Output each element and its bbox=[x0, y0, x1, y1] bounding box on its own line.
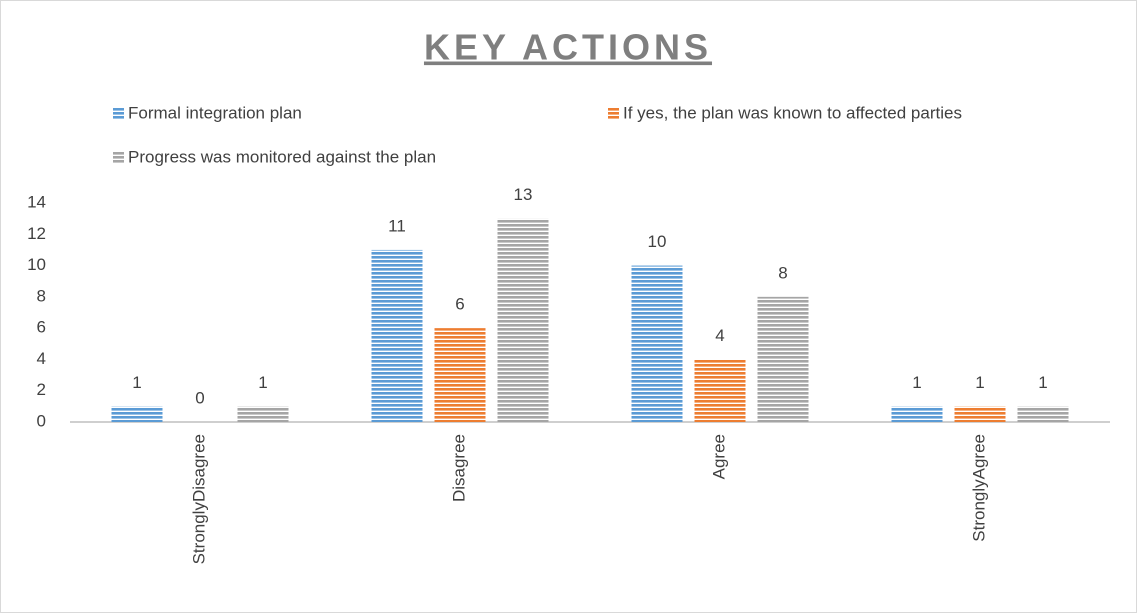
data-label: 1 bbox=[1038, 373, 1047, 392]
bar bbox=[694, 359, 746, 422]
x-tick-label: Disagree bbox=[449, 434, 468, 502]
data-label: 1 bbox=[975, 373, 984, 392]
y-tick-label: 2 bbox=[37, 380, 46, 399]
x-tick-label: StronglyAgree bbox=[969, 434, 988, 542]
bar bbox=[757, 296, 809, 422]
x-tick-label: Agree bbox=[709, 434, 728, 479]
bar bbox=[631, 265, 683, 422]
legend-label: Progress was monitored against the plan bbox=[128, 147, 436, 166]
bar bbox=[954, 406, 1006, 422]
bar bbox=[371, 249, 423, 422]
data-label: 8 bbox=[778, 263, 787, 282]
bar bbox=[237, 406, 289, 422]
data-label: 11 bbox=[388, 216, 406, 235]
chart-title: KEY ACTIONS bbox=[424, 27, 712, 68]
legend-label: If yes, the plan was known to affected p… bbox=[623, 103, 962, 122]
x-tick-label: StronglyDisagree bbox=[189, 434, 208, 564]
data-label: 0 bbox=[195, 388, 204, 407]
bar bbox=[434, 328, 486, 422]
y-tick-label: 14 bbox=[27, 192, 46, 211]
legend-swatch bbox=[608, 108, 619, 119]
bar bbox=[1017, 406, 1069, 422]
y-tick-label: 4 bbox=[37, 349, 46, 368]
bar bbox=[111, 406, 163, 422]
data-label: 1 bbox=[912, 373, 921, 392]
y-tick-label: 10 bbox=[27, 255, 46, 274]
bar bbox=[497, 218, 549, 422]
data-label: 1 bbox=[132, 373, 141, 392]
legend-swatch bbox=[113, 108, 124, 119]
y-tick-label: 12 bbox=[27, 224, 46, 243]
data-label: 13 bbox=[514, 185, 533, 204]
y-tick-label: 6 bbox=[37, 318, 46, 337]
data-label: 6 bbox=[455, 295, 464, 314]
legend-label: Formal integration plan bbox=[128, 103, 302, 122]
y-tick-label: 0 bbox=[37, 411, 46, 430]
legend-swatch bbox=[113, 152, 124, 163]
data-label: 10 bbox=[648, 232, 667, 251]
bar bbox=[891, 406, 943, 422]
data-label: 4 bbox=[715, 326, 724, 345]
data-label: 1 bbox=[258, 373, 267, 392]
y-tick-label: 8 bbox=[37, 286, 46, 305]
